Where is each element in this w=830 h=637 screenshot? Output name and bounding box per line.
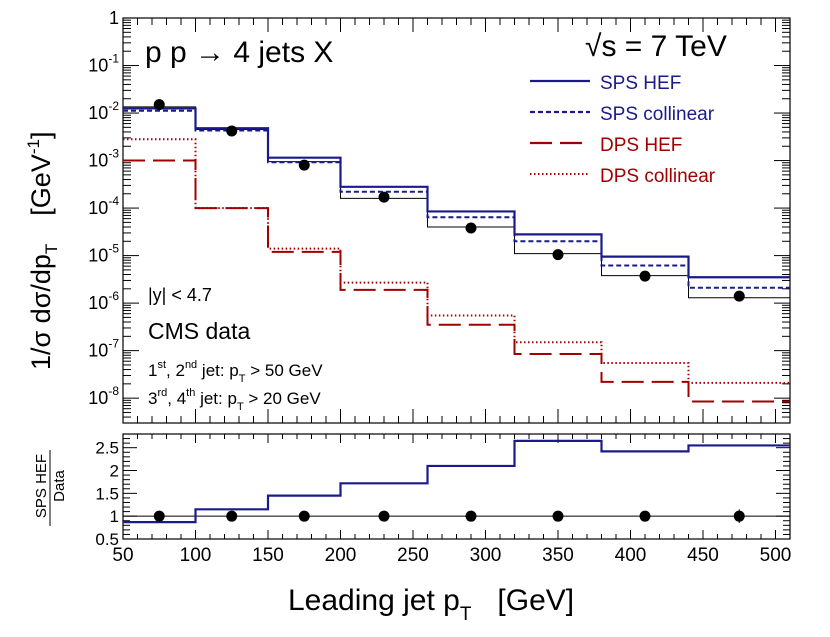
upper-series-group (123, 99, 790, 403)
energy-title: √s = 7 TeV (585, 30, 727, 63)
upper-y-tick-label: 10-1 (88, 52, 119, 76)
data-label: CMS data (148, 318, 250, 344)
upper-y-axis-label: 1/σ dσ/dpT[GeV-1] (24, 132, 61, 370)
lower-y-tick-label: 1 (110, 507, 119, 526)
x-tick-label: 500 (760, 545, 792, 566)
x-tick-label: 100 (180, 545, 212, 566)
upper-y-tick-exp: -1 (108, 52, 119, 66)
x-tick-label: 350 (542, 545, 574, 566)
lower-axis-ticks: 50 100 150 200 250 300 350 400 450 500 0.5 1 1.5 2 2.5 (95, 434, 791, 566)
lower-panel-frame (122, 433, 791, 540)
series-dps-collinear (123, 138, 790, 384)
upper-y-tick-exp: -3 (108, 147, 119, 161)
series-sps-hef (123, 107, 790, 279)
upper-y-tick-label: 10-3 (88, 147, 119, 171)
ratio-numerator: SPS HEF (33, 454, 50, 518)
legend-label-sps-hef: SPS HEF (600, 73, 681, 94)
lower-series-group (123, 439, 790, 524)
x-axis-label: Leading jet pT [GeV] (288, 584, 574, 625)
legend-label-dps-hef: DPS HEF (600, 135, 682, 156)
x-tick-label: 250 (397, 545, 429, 566)
upper-y-tick-label: 10-7 (88, 337, 119, 361)
upper-y-tick-label: 10-4 (88, 194, 119, 218)
data-point (378, 191, 390, 203)
x-tick-label: 300 (470, 545, 502, 566)
rapidity-cut: |y| < 4.7 (148, 285, 212, 305)
upper-y-tick-exp: -6 (108, 289, 119, 303)
series-data-line (123, 106, 790, 299)
data-point (552, 249, 564, 261)
series-sps-collinear (123, 109, 790, 289)
upper-y-tick-base: 10 (88, 388, 108, 408)
ratio-data-point (733, 510, 745, 522)
upper-y-tick-label: 10-8 (88, 384, 119, 408)
legend-label-sps-collinear: SPS collinear (600, 104, 715, 125)
upper-y-tick-exp: -5 (108, 242, 119, 256)
x-tick-label: 450 (687, 545, 719, 566)
data-point (226, 125, 238, 137)
ratio-data-point (298, 510, 310, 522)
upper-y-tick-base: 1 (109, 8, 119, 28)
upper-y-tick-exp: -2 (108, 99, 119, 113)
upper-y-tick-base: 10 (88, 151, 108, 171)
lower-y-tick-label: 2 (110, 462, 119, 481)
ratio-denominator: Data (51, 470, 68, 502)
process-title: p p → 4 jets X (145, 36, 333, 69)
ratio-data-point (378, 510, 390, 522)
cut-subleading-jets: 3rd, 4th jet: pT > 20 GeV (148, 387, 321, 413)
x-tick-label: 200 (325, 545, 357, 566)
x-tick-label: 150 (252, 545, 284, 566)
data-point (298, 159, 310, 171)
lower-y-tick-label: 2.5 (95, 439, 119, 458)
legend-label-dps-collinear: DPS collinear (600, 166, 716, 187)
ratio-data-point (552, 510, 564, 522)
ratio-data-point (639, 510, 651, 522)
upper-y-tick-base: 10 (88, 246, 108, 266)
ratio-data-point (226, 510, 238, 522)
data-point (733, 290, 745, 302)
x-tick-label: 400 (615, 545, 647, 566)
upper-y-tick-label: 10-2 (88, 99, 119, 123)
legend: SPS HEF SPS collinear DPS HEF DPS collin… (530, 73, 716, 187)
lower-y-tick-label: 0.5 (95, 530, 119, 549)
ratio-sps-hef (123, 439, 790, 524)
upper-y-tick-base: 10 (88, 198, 108, 218)
upper-y-tick-base: 10 (88, 56, 108, 76)
upper-axis-ticks: 10-810-710-610-510-410-310-210-11 (88, 8, 791, 424)
lower-y-axis-label: SPS HEF Data (33, 450, 68, 526)
upper-y-tick-base: 10 (88, 103, 108, 123)
data-point (465, 222, 477, 234)
ratio-data-point (153, 510, 165, 522)
upper-y-tick-base: 10 (88, 341, 108, 361)
upper-y-tick-label: 10-5 (88, 242, 119, 266)
upper-y-tick-exp: -8 (108, 384, 119, 398)
data-point (153, 99, 165, 111)
lower-y-tick-label: 1.5 (95, 484, 119, 503)
ratio-data-point (465, 510, 477, 522)
upper-y-tick-base: 10 (88, 293, 108, 313)
upper-y-tick-label: 10-6 (88, 289, 119, 313)
data-point (639, 270, 651, 282)
x-tick-label: 50 (112, 545, 133, 566)
upper-y-tick-exp: -4 (108, 194, 119, 208)
upper-y-tick-label: 1 (109, 8, 119, 28)
upper-y-tick-exp: -7 (108, 337, 119, 351)
cut-leading-jets: 1st, 2nd jet: pT > 50 GeV (148, 359, 323, 385)
